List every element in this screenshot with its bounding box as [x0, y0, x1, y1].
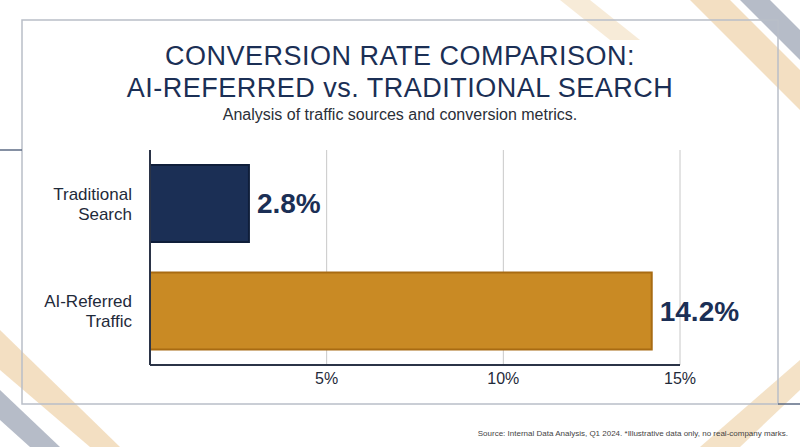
svg-text:5%: 5%: [315, 370, 338, 387]
html-text:CONVERSION RATE COMPARISON:: CONVERSION RATE COMPARISON:: [165, 41, 635, 71]
svg-text:2.8%: 2.8%: [257, 188, 321, 219]
svg-text:15%: 15%: [664, 370, 696, 387]
svg-text:10%: 10%: [487, 370, 519, 387]
html-text:Analysis of traffic sources an: Analysis of traffic sources and conversi…: [222, 106, 578, 123]
html-text:AI-REFERRED vs. TRADITIONAL SE: AI-REFERRED vs. TRADITIONAL SEARCH: [126, 73, 674, 103]
html-text:Source: Internal Data Analysis: Source: Internal Data Analysis, Q1 2024.…: [477, 429, 788, 438]
svg-text:AI-ReferredTraffic: AI-ReferredTraffic: [44, 292, 132, 331]
svg-text:14.2%: 14.2%: [660, 296, 739, 327]
svg-text:TraditionalSearch: TraditionalSearch: [53, 185, 132, 224]
